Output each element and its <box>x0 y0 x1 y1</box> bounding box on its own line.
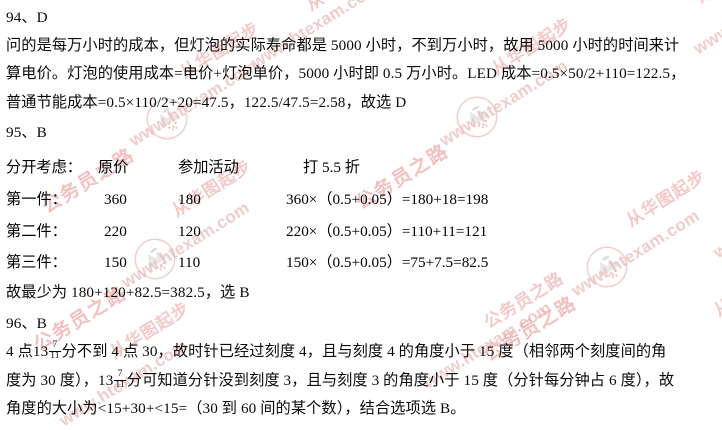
solution-96-line-2: 度为 30 度），13 7 11 分可知道分针没到刻度 3，且与刻度 3 的角度小于 … <box>6 369 675 391</box>
fraction-numerator: 7 <box>117 369 123 379</box>
watermark-cn-b: 公务员之路 <box>480 268 568 333</box>
watermark-url: www.htexam.com <box>420 298 555 393</box>
mixed-number-whole: 13 <box>98 372 114 390</box>
huatu-logo-icon <box>146 98 188 140</box>
watermark-cn-a: 从华图起步 <box>300 0 390 15</box>
row-activity: 120 <box>178 223 201 240</box>
huatu-logo-icon <box>134 238 176 280</box>
watermark-cn-a: 从华图起步 <box>710 256 722 321</box>
solution-94-line-3: 普通节能成本=0.5×110/2+20=47.5，122.5/47.5=2.58… <box>6 94 407 111</box>
solution-96-line-1-post: 分不到 4 点 30，故时针已经过刻度 4，且与刻度 4 的角度小于 15 度（… <box>61 343 667 361</box>
table-header-activity: 参加活动 <box>178 159 239 176</box>
row-label: 第一件： <box>6 191 67 208</box>
solution-95-heading: 95、B <box>6 124 47 141</box>
watermark-cn-b: 公务员之路 <box>352 140 453 215</box>
watermark-url: www.htexam.com <box>436 56 571 151</box>
solution-94-heading: 94、D <box>6 9 48 26</box>
solution-95-conclusion: 故最少为 180+120+82.5=382.5，选 B <box>6 284 250 301</box>
table-header-original: 原价 <box>98 159 129 176</box>
solution-96-line-1-pre: 4 点 <box>6 343 33 361</box>
solution-96-line-1: 4 点13 7 11 分不到 4 点 30，故时针已经过刻度 4，且与刻度 4 的角度… <box>6 340 667 362</box>
fraction-denominator: 11 <box>114 379 126 390</box>
row-original: 360 <box>104 191 127 208</box>
watermark-cn-a: 从华图起步 <box>168 156 256 221</box>
table-header-discount: 打 5.5 折 <box>303 159 360 176</box>
watermark-cn-b: 公务员之路 <box>38 144 139 219</box>
watermark-cn-a: 从华图起步 <box>488 14 576 79</box>
huatu-logo-icon <box>456 96 498 138</box>
fraction-7-11: 7 11 <box>49 340 61 361</box>
row-original: 150 <box>104 254 127 271</box>
mixed-number-whole: 13 <box>32 343 49 361</box>
solution-96-line-3: 角度的大小为<15+30+<15=（30 到 60 间的某个数），结合选项选 B… <box>6 400 466 417</box>
watermark-cn-a: 从华图起步 <box>718 126 722 191</box>
row-original: 220 <box>104 223 127 240</box>
watermark-url: www.htexam.com <box>568 206 703 301</box>
solution-96-line-2-post: 分可知道分针没到刻度 3，且与刻度 3 的角度小于 15 度（分针每分钟占 6 … <box>126 372 675 390</box>
row-label: 第三件： <box>6 254 67 271</box>
watermark-cn-a: 从华图起步 <box>176 18 264 83</box>
watermark-url: www.htexam.com <box>118 198 253 293</box>
solution-96-line-2-pre: 度为 30 度）， <box>6 372 99 390</box>
watermark-cn-a: 从华图起步 <box>106 298 194 363</box>
row-activity: 110 <box>178 254 201 271</box>
solution-94-line-1: 问的是每万小时的成本，但灯泡的实际寿命都是 5000 小时，不到万小时，故用 5… <box>6 37 680 54</box>
fraction-denominator: 11 <box>49 350 61 361</box>
row-discount: 220×（0.5+0.05）=110+11=121 <box>286 223 488 240</box>
watermark-url: www.htexam.com <box>710 168 722 263</box>
watermark-url: www.htexam.com <box>690 0 722 59</box>
watermark-cn-a: 从华图起步 <box>622 166 710 231</box>
fraction-7-11: 7 11 <box>114 369 126 390</box>
row-activity: 180 <box>178 191 201 208</box>
watermark-cn-b: 公务员之路 <box>30 282 131 357</box>
watermark-url: www.htexam.com <box>126 56 261 151</box>
row-discount: 150×（0.5+0.05）=75+7.5=82.5 <box>286 254 489 271</box>
table-header-label: 分开考虑： <box>6 159 82 176</box>
watermark-cn-b: 公务员之路 <box>480 292 581 367</box>
watermark-url: www.htexam.com <box>56 336 191 430</box>
row-label: 第二件： <box>6 223 67 240</box>
huatu-logo-icon <box>586 246 628 288</box>
solution-96-heading: 96、B <box>6 315 47 332</box>
watermark-cn-a: 从华图起步 <box>690 0 722 7</box>
row-discount: 360×（0.5+0.05）=180+18=198 <box>286 191 489 208</box>
solution-94-line-2: 算电价。灯泡的使用成本=电价+灯泡单价，5000 小时即 0.5 万小时。LED… <box>6 65 686 82</box>
fraction-numerator: 7 <box>52 340 58 350</box>
watermark-url: www.htexam.com <box>248 0 383 73</box>
